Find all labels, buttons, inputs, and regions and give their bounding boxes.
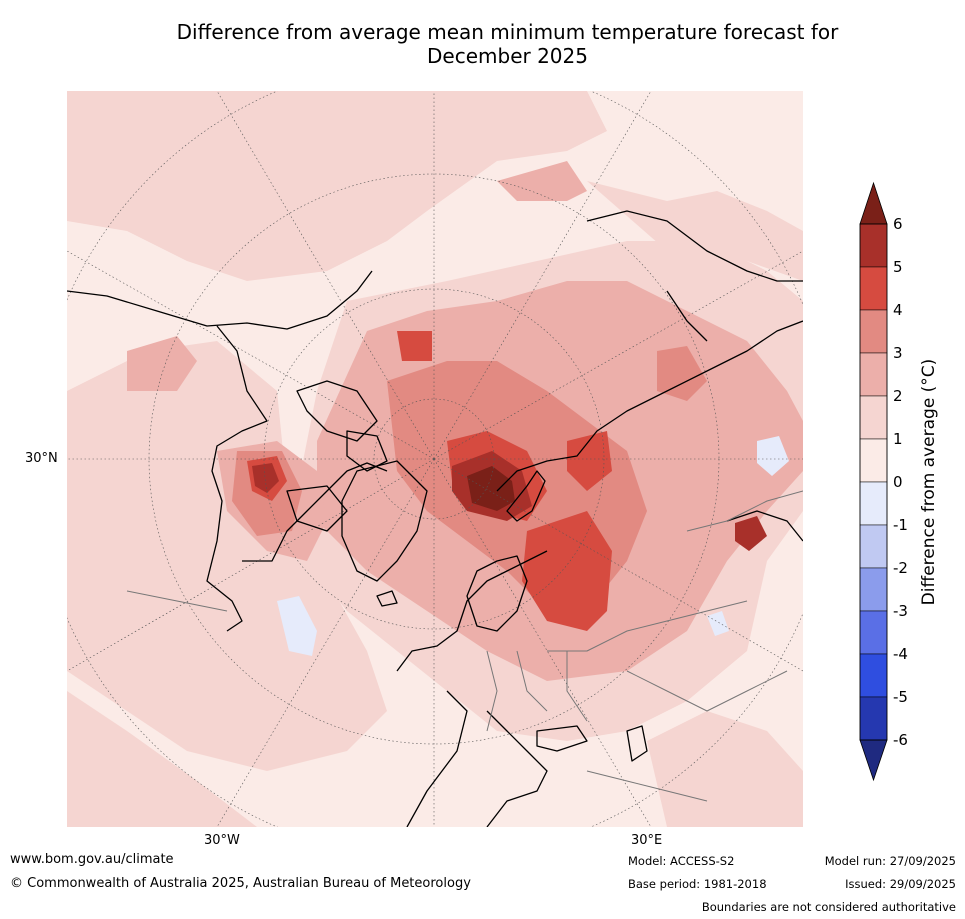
colorbar-tick-1: 1 — [893, 430, 903, 448]
colorbar-tick-minus6: -6 — [893, 731, 908, 749]
colorbar-segment-4-to-5 — [859, 266, 888, 311]
border-china-mongolia — [686, 490, 803, 532]
colorbar-segment-2-to-3 — [859, 352, 888, 397]
meridian-150e — [433, 458, 652, 827]
lat-label-30n: 30°N — [25, 451, 58, 466]
colorbar-segments — [859, 223, 888, 741]
colorbar-segment-minus1-to-0 — [859, 481, 888, 526]
country-borders — [126, 490, 803, 802]
anomaly-region-west-pacific — [587, 181, 803, 281]
colorbar-tick-minus3: -3 — [893, 602, 908, 620]
coastline-russia-arctic — [496, 320, 803, 492]
anomaly-region-russia-west — [522, 511, 612, 631]
lon-label-30e: 30°E — [631, 833, 663, 848]
colorbar-tick-4: 4 — [893, 301, 903, 319]
colorbar-segment-minus4-to-minus3 — [859, 610, 888, 655]
colorbar-tick-minus2: -2 — [893, 559, 908, 577]
colorbar-segment-3-to-4 — [859, 309, 888, 354]
anomaly-0-to-minus-1-regions — [277, 436, 789, 656]
meridian-30e — [433, 91, 652, 460]
footer-website: www.bom.gov.au/climate — [10, 852, 174, 867]
chart-title: Difference from average mean minimum tem… — [60, 20, 955, 68]
anomaly-region-tibet — [757, 436, 789, 476]
anomaly-region-north-pacific — [67, 91, 607, 281]
colorbar-tick-3: 3 — [893, 344, 903, 362]
colorbar-extend-min — [859, 739, 888, 782]
coastline-north-america — [67, 270, 388, 632]
colorbar-tick-0: 0 — [893, 473, 903, 491]
colorbar-extend-max — [859, 181, 888, 225]
title-line-1: Difference from average mean minimum tem… — [176, 20, 839, 44]
meridian-120w — [67, 458, 435, 672]
anomaly-region-barents-core — [467, 466, 515, 511]
graticule — [67, 91, 803, 827]
colorbar-tick-minus4: -4 — [893, 645, 908, 663]
polar-map — [67, 91, 803, 827]
coastline-caspian — [626, 725, 648, 762]
colorbar-segment-minus3-to-minus2 — [859, 567, 888, 612]
border-central-asia — [626, 670, 788, 712]
title-line-2: December 2025 — [427, 44, 588, 68]
footer-disclaimer: Boundaries are not considered authoritat… — [701, 900, 956, 914]
colorbar-segment-minus6-to-minus5 — [859, 696, 888, 741]
footer-base-period: Base period: 1981-2018 — [628, 877, 767, 891]
anomaly-region-laptev — [397, 331, 432, 361]
colorbar-segment-0-to-1 — [859, 438, 888, 483]
anomaly-region-mongolia — [735, 516, 767, 551]
anomaly-region-pacific-south — [67, 691, 257, 827]
footer-issued: Issued: 29/09/2025 — [845, 877, 956, 891]
colorbar-tick-2: 2 — [893, 387, 903, 405]
colorbar — [859, 181, 888, 782]
colorbar-segment-5-to-6 — [859, 223, 888, 268]
anomaly-region-pacific-north — [497, 161, 587, 201]
coastline-iceland — [376, 590, 398, 607]
anomaly-region-himalaya — [707, 611, 729, 636]
anomaly-above-6-regions — [467, 466, 515, 511]
coastline-black-sea — [536, 725, 588, 752]
colorbar-segment-minus2-to-minus1 — [859, 524, 888, 569]
meridian-60e — [433, 250, 803, 460]
colorbar-tick-6: 6 — [893, 215, 903, 233]
border-russia-kazakhstan — [547, 600, 748, 652]
border-us-canada — [126, 590, 228, 612]
footer-model-run: Model run: 27/09/2025 — [824, 854, 956, 868]
coastline-scandinavia — [466, 555, 528, 632]
colorbar-outline — [859, 223, 888, 741]
coastline-asia-pacific — [586, 210, 803, 542]
anomaly-region-north-america — [277, 596, 317, 656]
colorbar-segment-1-to-2 — [859, 395, 888, 440]
anomaly-region-baffin-core — [252, 463, 279, 493]
anomaly-region-ural — [567, 431, 612, 491]
border-europe — [486, 650, 588, 732]
meridian-150w — [216, 458, 435, 827]
colorbar-label: Difference from average (°C) — [919, 358, 939, 606]
anomaly-region-atlantic — [67, 341, 387, 771]
colorbar-tick-5: 5 — [893, 258, 903, 276]
coastlines — [67, 210, 803, 827]
footer-model: Model: ACCESS-S2 — [628, 854, 735, 868]
border-middle-east — [586, 770, 708, 802]
coastline-greenland — [341, 460, 428, 582]
footer-copyright: © Commonwealth of Australia 2025, Austra… — [10, 876, 471, 891]
coastline-novaya-zemlya — [506, 470, 546, 522]
colorbar-segment-minus5-to-minus4 — [859, 653, 888, 698]
meridian-120e — [433, 458, 803, 672]
colorbar-tick-minus5: -5 — [893, 688, 908, 706]
lon-label-30w: 30°W — [204, 833, 240, 848]
anomaly-region-siberia-east — [657, 346, 707, 401]
anomaly-region-middle-east — [647, 711, 803, 827]
meridian-30w — [216, 91, 435, 460]
anomaly-region-alaska-sea — [127, 336, 197, 391]
colorbar-tick-minus1: -1 — [893, 516, 908, 534]
latitude-circle-70n — [263, 288, 605, 630]
